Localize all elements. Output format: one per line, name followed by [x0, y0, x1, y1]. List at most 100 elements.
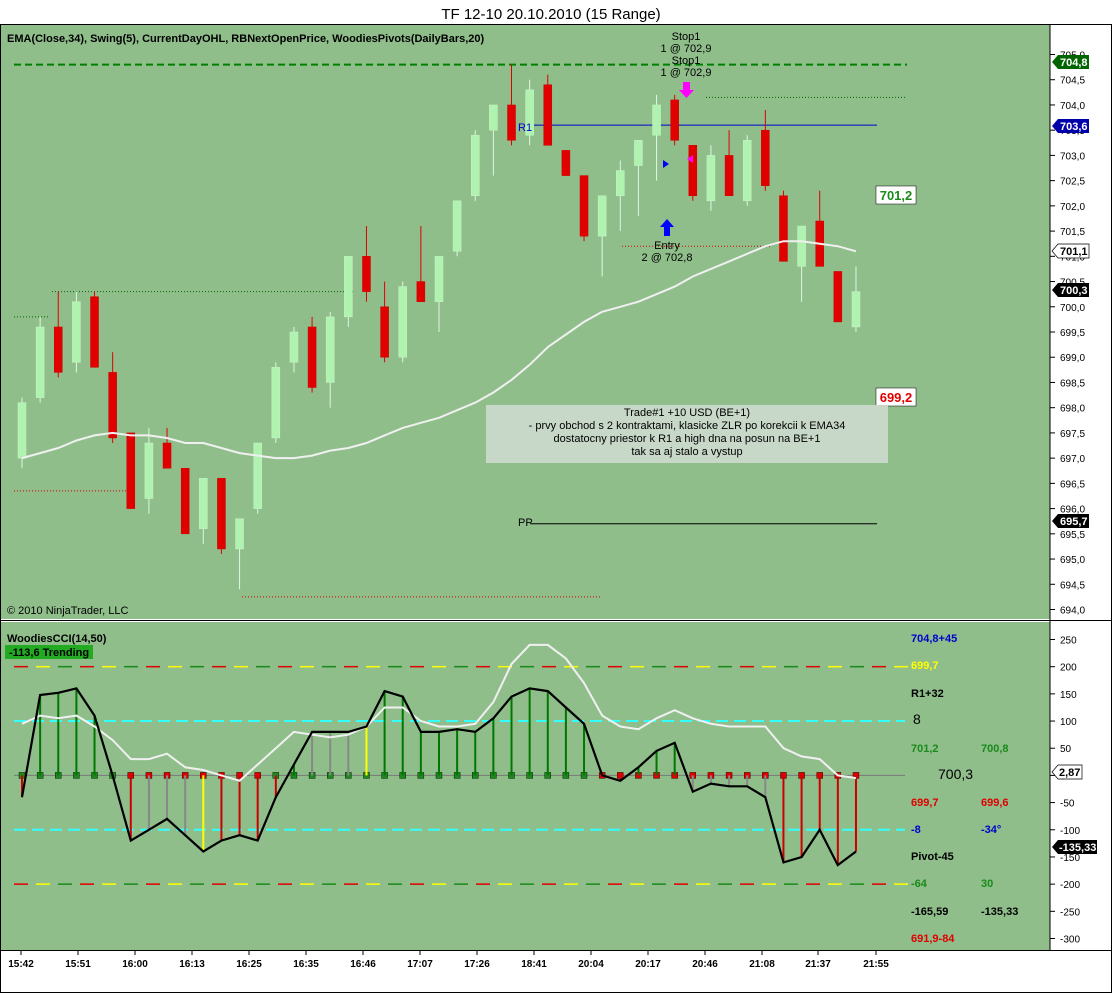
candle[interactable] — [72, 291, 81, 373]
candle[interactable] — [833, 271, 843, 323]
pivot-r1-label: R1+32 — [911, 688, 944, 700]
cci-panel[interactable] — [1, 622, 1050, 950]
candle[interactable] — [797, 225, 806, 302]
candle[interactable] — [90, 291, 99, 368]
time-axis-tick: 20:46 — [692, 959, 718, 970]
price-axis-tick: 703,0 — [1060, 151, 1085, 162]
candle[interactable] — [416, 226, 426, 302]
time-axis-tick: 16:46 — [350, 959, 376, 970]
pp-level-label: PP — [518, 517, 533, 529]
cci-value-badge: 2,87 — [1059, 767, 1080, 779]
candle[interactable] — [307, 316, 317, 393]
candle[interactable] — [126, 432, 136, 509]
candle[interactable] — [434, 256, 444, 332]
candle[interactable] — [253, 442, 262, 514]
candle[interactable] — [597, 195, 607, 277]
candle[interactable] — [561, 150, 571, 176]
candle[interactable] — [706, 145, 716, 211]
pivot-label: Pivot-45 — [911, 851, 954, 863]
pivot-s4-left: -165,59 — [911, 906, 948, 918]
time-axis-tick: 17:26 — [464, 959, 490, 970]
candle[interactable] — [742, 135, 752, 206]
candle[interactable] — [325, 311, 335, 408]
candle[interactable] — [543, 74, 553, 146]
candle[interactable] — [144, 427, 154, 514]
last-price-badge: 700,3 — [1060, 285, 1088, 297]
turbo-value-badge: -135,33 — [1059, 842, 1096, 854]
candle[interactable] — [634, 140, 643, 216]
pivot-s1-right: 699,6 — [981, 797, 1009, 809]
price-axis-tick: 704,0 — [1060, 101, 1085, 112]
candle[interactable] — [54, 291, 63, 378]
cci-trend-badge: -113,6 Trending — [9, 647, 89, 659]
candle[interactable] — [670, 94, 679, 146]
time-axis-tick: 16:25 — [236, 959, 262, 970]
price-axis-tick: 698,5 — [1060, 378, 1085, 389]
stop-marker-value: 1 @ 702,9 — [661, 43, 712, 55]
cci-axis-tick: -100 — [1060, 826, 1080, 837]
ema34-line — [21, 240, 857, 460]
candle[interactable] — [362, 226, 371, 302]
price-axis-tick: 700,0 — [1060, 303, 1085, 314]
indicators-label: EMA(Close,34), Swing(5), CurrentDayOHL, … — [7, 33, 485, 45]
candle[interactable] — [17, 397, 27, 469]
candle[interactable] — [688, 145, 698, 201]
stop-marker-label: Stop1 — [672, 31, 701, 43]
cci-axis-tick: -300 — [1060, 935, 1080, 946]
candle[interactable] — [579, 175, 589, 242]
candle[interactable] — [35, 316, 45, 403]
candle[interactable] — [652, 94, 661, 181]
pivot-s1-left: 699,7 — [911, 797, 939, 809]
candle[interactable] — [471, 130, 480, 201]
time-axis-tick: 20:04 — [578, 959, 604, 970]
candle[interactable] — [289, 326, 299, 373]
candle[interactable] — [779, 190, 788, 262]
price-axis-tick: 696,0 — [1060, 505, 1085, 516]
price-axis-tick: 698,0 — [1060, 404, 1085, 415]
candle[interactable] — [616, 160, 625, 232]
price-axis-tick: 697,5 — [1060, 429, 1085, 440]
stop-marker-label: Stop1 — [672, 55, 701, 67]
pivot-mid: 700,3 — [938, 766, 973, 782]
candle[interactable] — [199, 478, 208, 544]
pivot-s2-left: -8 — [911, 824, 921, 836]
price-axis-tick: 697,0 — [1060, 454, 1085, 465]
trade-note-line: tak sa aj stalo a vystup — [631, 446, 742, 458]
candle[interactable] — [851, 266, 861, 332]
candle[interactable] — [271, 362, 281, 443]
candle[interactable] — [162, 427, 172, 469]
cci-axis-tick: -150 — [1060, 853, 1080, 864]
pivot-r2-label: 704,8+45 — [911, 633, 957, 645]
time-axis-tick: 16:00 — [122, 959, 148, 970]
candle[interactable] — [235, 518, 244, 590]
candle[interactable] — [180, 467, 190, 535]
cci-title: WoodiesCCI(14,50) — [7, 633, 107, 645]
r1-price-badge: 703,6 — [1060, 121, 1088, 133]
candle[interactable] — [344, 256, 353, 327]
time-axis-tick: 15:51 — [65, 959, 91, 970]
candle[interactable] — [525, 79, 534, 146]
candle[interactable] — [398, 281, 407, 363]
time-axis-tick: 21:37 — [805, 959, 831, 970]
time-axis-tick: 18:41 — [521, 959, 547, 970]
candle[interactable] — [761, 110, 770, 191]
candle[interactable] — [452, 200, 462, 257]
candle[interactable] — [489, 104, 498, 176]
candle[interactable] — [724, 130, 734, 197]
price-axis-tick: 699,5 — [1060, 328, 1085, 339]
candle[interactable] — [217, 478, 226, 554]
price-axis-tick: 702,5 — [1060, 177, 1085, 188]
r1-level-label: R1 — [518, 122, 532, 134]
candle[interactable] — [380, 281, 389, 363]
candle[interactable] — [108, 352, 117, 443]
pivot-count: 8 — [913, 711, 921, 727]
candle[interactable] — [507, 64, 516, 146]
time-axis-tick: 17:07 — [407, 959, 433, 970]
cci-axis-tick: 150 — [1060, 690, 1077, 701]
entry-marker-label: Entry — [654, 240, 680, 252]
time-axis-tick: 15:42 — [8, 959, 34, 970]
pivot-s2-right: -34° — [981, 824, 1001, 836]
entry-triangle-icon — [663, 160, 669, 168]
